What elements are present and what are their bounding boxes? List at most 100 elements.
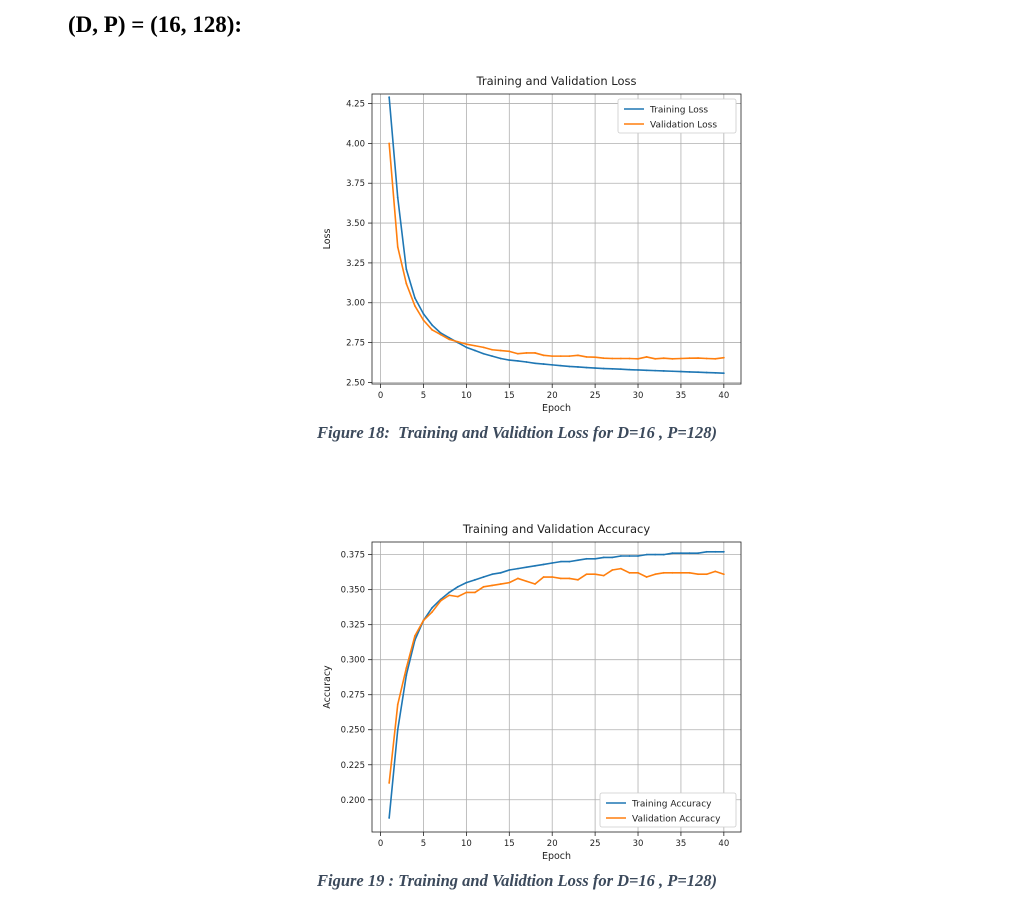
validation-accuracy-point bbox=[474, 591, 476, 594]
loss-chart-svg: Training and Validation Loss 0 5 10 15 20 25 30… bbox=[322, 74, 742, 414]
x-axis-label: Epoch bbox=[542, 851, 571, 862]
validation-loss-point bbox=[396, 246, 399, 248]
y-axis-label: Loss bbox=[322, 229, 333, 250]
training-accuracy-point bbox=[585, 557, 588, 560]
training-loss-point bbox=[628, 368, 631, 371]
training-loss-point bbox=[551, 363, 554, 366]
training-accuracy-point bbox=[508, 569, 511, 571]
validation-loss-point bbox=[431, 328, 433, 331]
training-accuracy-point bbox=[456, 585, 459, 588]
training-loss-point bbox=[559, 364, 562, 367]
x-tick-label: 15 bbox=[504, 391, 515, 401]
y-tick-label: 0.375 bbox=[341, 551, 365, 561]
validation-loss-point bbox=[559, 355, 562, 358]
y-tick-label: 4.25 bbox=[346, 100, 365, 110]
training-loss-point bbox=[499, 357, 502, 360]
validation-accuracy-point bbox=[534, 583, 536, 585]
x-tick-label: 15 bbox=[504, 839, 515, 849]
training-accuracy-point bbox=[542, 563, 545, 566]
training-loss-point bbox=[637, 369, 639, 371]
validation-loss-point bbox=[439, 333, 442, 336]
validation-accuracy-line bbox=[388, 567, 725, 784]
y-tick-label: 0.300 bbox=[341, 656, 365, 666]
training-accuracy-point bbox=[645, 553, 648, 556]
validation-accuracy-point bbox=[680, 571, 682, 574]
training-accuracy-point bbox=[474, 578, 476, 581]
validation-accuracy-point bbox=[697, 573, 699, 576]
training-accuracy-point bbox=[568, 560, 571, 563]
x-tick-label: 20 bbox=[547, 839, 558, 849]
validation-loss-point bbox=[499, 349, 502, 352]
validation-loss-point bbox=[542, 354, 545, 357]
training-loss-point bbox=[422, 312, 425, 315]
y-tick-label: 0.200 bbox=[341, 796, 365, 806]
validation-accuracy-point bbox=[602, 574, 605, 577]
x-tick-label: 35 bbox=[676, 839, 687, 849]
training-loss-point bbox=[388, 96, 391, 99]
validation-accuracy-point bbox=[422, 619, 425, 622]
validation-accuracy-point bbox=[388, 782, 391, 784]
y-tick-label: 3.50 bbox=[346, 219, 365, 229]
y-tick-label: 0.225 bbox=[341, 761, 365, 771]
validation-loss-point bbox=[508, 350, 511, 353]
y-tick-label: 0.250 bbox=[341, 726, 365, 736]
x-axis-label: Epoch bbox=[542, 403, 571, 414]
training-accuracy-point bbox=[448, 591, 451, 594]
validation-accuracy-point bbox=[414, 634, 416, 637]
loss-chart: Training and Validation Loss 0 5 10 15 20 25 30… bbox=[320, 70, 760, 420]
validation-accuracy-point bbox=[491, 584, 494, 587]
y-tick-label: 2.75 bbox=[346, 339, 365, 349]
training-loss-point bbox=[516, 359, 519, 362]
validation-accuracy-points bbox=[388, 567, 725, 784]
x-tick-label: 30 bbox=[633, 391, 644, 401]
validation-accuracy-point bbox=[705, 573, 708, 576]
training-accuracy-point bbox=[688, 552, 691, 555]
validation-accuracy-point bbox=[714, 570, 717, 573]
validation-loss-point bbox=[414, 305, 416, 307]
validation-loss-point bbox=[722, 356, 725, 359]
training-accuracy-point bbox=[628, 555, 631, 557]
training-loss-point bbox=[688, 370, 691, 373]
validation-loss-point bbox=[594, 356, 597, 359]
validation-loss-point bbox=[405, 282, 408, 285]
validation-loss-point bbox=[577, 354, 579, 357]
validation-accuracy-point bbox=[568, 577, 571, 580]
validation-loss-point bbox=[637, 357, 639, 360]
training-accuracy-point bbox=[705, 550, 708, 553]
legend-box bbox=[599, 792, 737, 828]
validation-loss-point bbox=[619, 357, 622, 360]
training-accuracy-point bbox=[551, 562, 554, 564]
validation-loss-point bbox=[388, 142, 391, 145]
validation-loss-point bbox=[602, 357, 605, 360]
grid-lines bbox=[372, 542, 741, 832]
y-tick-label: 3.25 bbox=[346, 259, 365, 269]
training-loss-point bbox=[534, 362, 536, 365]
training-loss-point bbox=[508, 359, 511, 361]
validation-loss-point bbox=[456, 340, 459, 343]
y-axis: 2.50 2.75 3.00 3.25 3.50 3.75 4.00 4.25 bbox=[346, 100, 372, 388]
validation-loss-point bbox=[534, 352, 536, 354]
x-tick-label: 5 bbox=[421, 391, 426, 401]
validation-loss-point bbox=[611, 357, 614, 360]
validation-accuracy-point bbox=[619, 567, 622, 570]
validation-accuracy-point bbox=[465, 591, 468, 594]
training-loss-point bbox=[680, 370, 682, 373]
training-loss-point bbox=[619, 368, 622, 371]
validation-accuracy-point bbox=[396, 703, 399, 706]
training-loss-point bbox=[577, 366, 579, 368]
x-tick-label: 0 bbox=[378, 839, 383, 849]
y-axis: 0.200 0.225 0.250 0.275 0.300 0.325 0.350 0.375 bbox=[341, 551, 372, 806]
validation-loss-point bbox=[551, 355, 554, 358]
y-tick-label: 3.75 bbox=[346, 179, 365, 189]
validation-accuracy-point bbox=[671, 571, 674, 574]
validation-loss-point bbox=[422, 319, 425, 322]
validation-loss-point bbox=[474, 344, 476, 347]
training-accuracy-point bbox=[516, 567, 519, 570]
training-accuracy-point bbox=[637, 555, 639, 557]
legend-box bbox=[617, 98, 737, 134]
legend: Training Loss Validation Loss bbox=[617, 98, 737, 134]
training-loss-point bbox=[722, 372, 725, 375]
validation-loss-point bbox=[568, 355, 571, 358]
training-accuracy-point bbox=[499, 571, 502, 574]
validation-accuracy-point bbox=[499, 583, 502, 585]
